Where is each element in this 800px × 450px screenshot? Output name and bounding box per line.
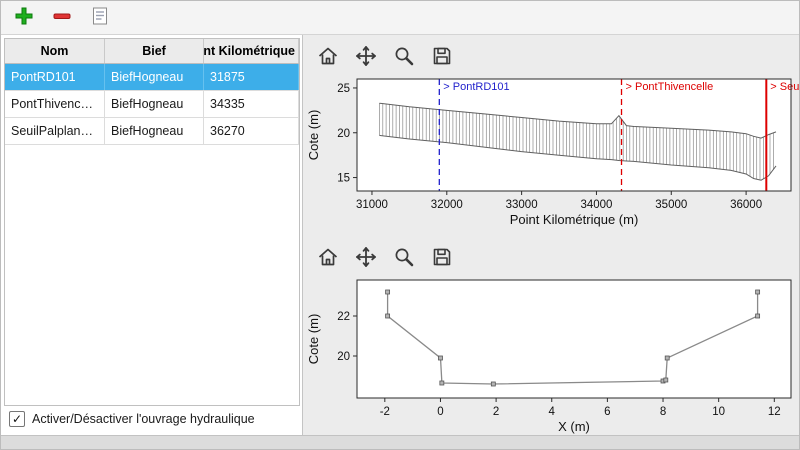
svg-text:Cote (m): Cote (m) (306, 110, 321, 161)
activate-structure-row[interactable]: ✓ Activer/Désactiver l'ouvrage hydrauliq… (9, 411, 255, 427)
svg-text:6: 6 (604, 406, 610, 418)
cell-bief: BiefHogneau (105, 118, 204, 144)
table-header: NomBiefPoint Kilométrique (5, 39, 299, 64)
activate-checkbox[interactable]: ✓ (9, 411, 25, 427)
remove-icon (51, 5, 73, 30)
svg-text:35000: 35000 (655, 199, 687, 211)
cell-nom: SeuilPalplanches (5, 118, 105, 144)
pan-icon (354, 44, 378, 71)
cell-bief: BiefHogneau (105, 64, 204, 90)
table-row[interactable]: PontThivencelle BiefHogneau 34335 (5, 91, 299, 118)
svg-text:36000: 36000 (730, 199, 762, 211)
svg-text:32000: 32000 (431, 199, 463, 211)
zoom-icon (392, 44, 416, 71)
svg-text:0: 0 (437, 406, 443, 418)
pan-button[interactable] (353, 44, 379, 70)
svg-text:8: 8 (660, 406, 666, 418)
svg-text:10: 10 (712, 406, 725, 418)
svg-text:Point Kilométrique (m): Point Kilométrique (m) (510, 212, 639, 227)
svg-text:20: 20 (337, 351, 350, 363)
home-button[interactable] (315, 245, 341, 271)
plots-panel: > PontRD101 > PontThivencelle > SeuilPalpl… (303, 35, 800, 435)
save-icon (430, 44, 454, 71)
profile-plot-toolbar (303, 35, 799, 73)
table-row[interactable]: SeuilPalplanches BiefHogneau 36270 (5, 118, 299, 145)
table-row[interactable]: PontRD101 BiefHogneau 31875 (5, 64, 299, 91)
home-icon (316, 245, 340, 272)
svg-text:15: 15 (337, 173, 350, 185)
home-icon (316, 44, 340, 71)
cell-nom: PontRD101 (5, 64, 105, 90)
structures-panel: NomBiefPoint Kilométrique PontRD101BiefH… (1, 35, 303, 435)
svg-text:22: 22 (337, 311, 350, 323)
cell-bief: BiefHogneau (105, 91, 204, 117)
save-button[interactable] (429, 44, 455, 70)
save-button[interactable] (429, 245, 455, 271)
home-button[interactable] (315, 44, 341, 70)
svg-text:2: 2 (493, 406, 499, 418)
svg-text:25: 25 (337, 83, 350, 95)
table-body: PontRD101 BiefHogneau 31875 PontThivencelle… (5, 64, 299, 145)
save-icon (430, 245, 454, 272)
zoom-button[interactable] (391, 245, 417, 271)
svg-text:12: 12 (768, 406, 781, 418)
cross-section-chart: -2 0 2 4 6 8 10 12 20 22 X (m) Cote (m) (305, 274, 799, 443)
svg-text:4: 4 (549, 406, 556, 418)
longitudinal-profile-chart: > PontRD101 > PontThivencelle > SeuilPalpl… (305, 73, 800, 236)
svg-text:> PontThivencelle: > PontThivencelle (626, 81, 714, 93)
activate-checkbox-label: Activer/Désactiver l'ouvrage hydraulique (32, 412, 255, 426)
remove-button[interactable] (49, 5, 75, 31)
zoom-icon (392, 245, 416, 272)
status-bar (1, 435, 799, 449)
cell-nom: PontThivencelle (5, 91, 105, 117)
column-header-nom[interactable]: Nom (5, 39, 105, 63)
svg-text:20: 20 (337, 128, 350, 140)
cell-pk: 31875 (204, 64, 299, 90)
svg-text:Cote (m): Cote (m) (306, 314, 321, 365)
pan-button[interactable] (353, 245, 379, 271)
column-header-pk[interactable]: Point Kilométrique (204, 39, 299, 63)
edit-icon (89, 5, 111, 30)
section-plot-toolbar (303, 236, 799, 274)
svg-text:-2: -2 (380, 406, 390, 418)
edit-structure-button[interactable] (87, 5, 113, 31)
pan-icon (354, 245, 378, 272)
cell-pk: 34335 (204, 91, 299, 117)
column-header-bief[interactable]: Bief (105, 39, 204, 63)
main-toolbar (1, 1, 799, 35)
add-button[interactable] (11, 5, 37, 31)
zoom-button[interactable] (391, 44, 417, 70)
add-icon (13, 5, 35, 30)
svg-text:34000: 34000 (580, 199, 612, 211)
svg-text:33000: 33000 (506, 199, 538, 211)
structures-table: NomBiefPoint Kilométrique PontRD101BiefH… (4, 38, 300, 406)
svg-text:> SeuilPalplanches: > SeuilPalplanches (770, 81, 800, 93)
svg-text:> PontRD101: > PontRD101 (443, 81, 509, 93)
svg-text:X (m): X (m) (558, 419, 590, 434)
cell-pk: 36270 (204, 118, 299, 144)
svg-text:31000: 31000 (356, 199, 388, 211)
